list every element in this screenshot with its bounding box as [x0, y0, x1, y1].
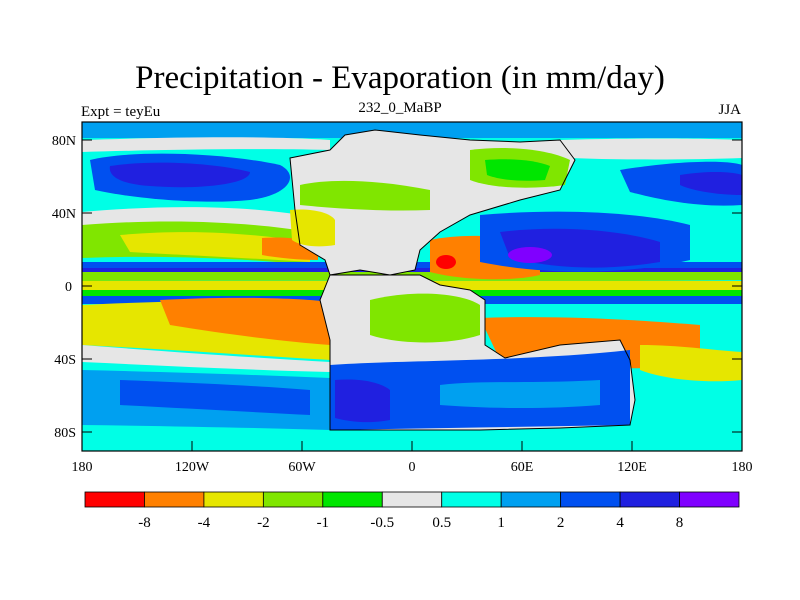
tethys-red-core: [436, 255, 456, 269]
longitude-ticks: 180 120W 60W 0 60E 120E 180: [72, 441, 753, 475]
colorbar-swatch: [500, 491, 562, 508]
colorbar-swatch: [322, 491, 383, 508]
field-layer: [82, 122, 742, 451]
colorbar-swatch: [203, 491, 264, 508]
lon-tick-label: 120E: [617, 460, 647, 475]
lon-tick-label: 0: [409, 460, 416, 475]
south-pacific-neutral-band: [82, 345, 330, 372]
colorbar-swatch: [381, 491, 443, 508]
colorbar-swatch: [144, 491, 205, 508]
colorbar-label: 0.5: [432, 515, 451, 531]
season-label: JJA: [718, 102, 741, 118]
antarctic-margin: [82, 430, 742, 451]
colorbar-swatch: [679, 491, 740, 508]
northeast-land-core: [485, 159, 550, 181]
lon-tick-label: 120W: [175, 460, 210, 475]
colorbar-label: -4: [198, 515, 211, 531]
pangaea-coastline: [289, 129, 636, 431]
lat-tick-label: 80N: [52, 134, 76, 149]
experiment-label: Expt = teyEu: [81, 104, 161, 120]
colorbar-swatch: [560, 491, 621, 508]
lat-tick-label: 0: [65, 280, 72, 295]
nw-pacific-core: [680, 171, 742, 195]
north-pacific-core: [109, 162, 250, 188]
southern-ocean-wet: [120, 380, 310, 415]
colorbar-label: -8: [138, 515, 151, 531]
lat-tick-label: 40S: [54, 353, 76, 368]
period-label: 232_0_MaBP: [358, 100, 442, 116]
colorbar-label: -2: [257, 515, 270, 531]
north-land-green: [300, 180, 430, 211]
south-pacific-orange: [160, 297, 330, 345]
colorbar-swatch: [84, 491, 145, 508]
tethys-peak: [508, 247, 552, 263]
lon-tick-label: 180: [72, 460, 93, 475]
lon-tick-label: 180: [732, 460, 753, 475]
colorbar-swatch: [619, 491, 680, 508]
lon-tick-label: 60W: [288, 460, 316, 475]
arctic-dry-patch: [560, 138, 742, 160]
southern-land-core: [335, 379, 390, 423]
latitude-ticks: 80N 40N 0 40S 80S: [52, 134, 742, 441]
west-coast-yellow: [290, 209, 335, 247]
colorbar-swatch: [441, 491, 502, 508]
colorbar-swatch: [262, 491, 324, 508]
colorbar-label: -1: [317, 515, 330, 531]
lat-tick-label: 40N: [52, 207, 76, 222]
colorbar-label: 4: [616, 515, 624, 531]
lat-tick-label: 80S: [54, 426, 76, 441]
colorbar-label: 8: [676, 515, 684, 531]
map-title: Precipitation - Evaporation (in mm/day): [135, 60, 665, 96]
colorbar: -8 -4 -2 -1 -0.5 0.5 1 2 4 8: [84, 491, 740, 531]
arctic-band: [82, 122, 742, 138]
central-land-green: [370, 293, 480, 343]
colorbar-label: 1: [497, 515, 505, 531]
lon-tick-label: 60E: [511, 460, 534, 475]
north-pacific-dry-band: [82, 137, 330, 152]
east-indian-yellow: [640, 345, 742, 382]
colorbar-label: 2: [557, 515, 565, 531]
southern-land-blue: [440, 380, 600, 409]
colorbar-label: -0.5: [370, 515, 394, 531]
